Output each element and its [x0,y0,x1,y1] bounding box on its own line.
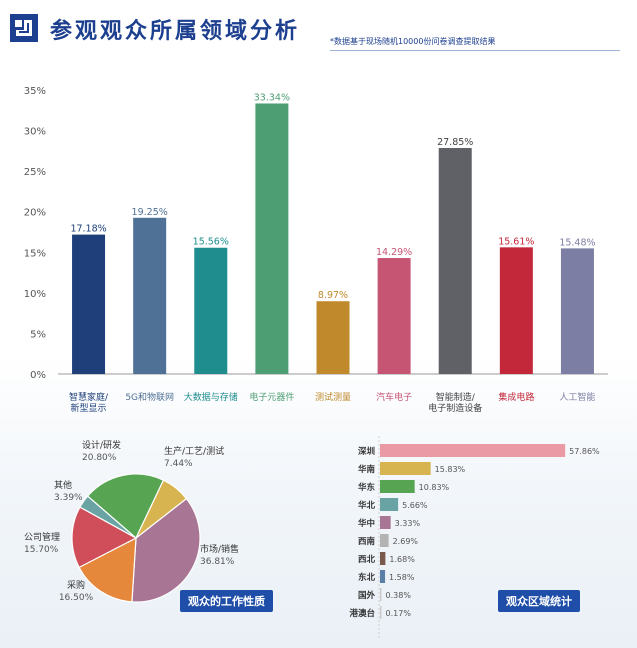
region-value-label: 57.86% [569,447,600,456]
pie-slice-name: 市场/销售 [200,543,239,555]
x-tick-label: 人工智能 [559,391,595,403]
bar [133,217,167,374]
y-tick-label: 25% [24,167,46,178]
pie-slice-name: 生产/工艺/测试 [164,445,224,457]
region-bar [380,606,382,619]
pie-slice [78,536,137,603]
pie-slice-name: 公司管理 [24,531,60,543]
bar-value-label: 15.56% [193,237,229,248]
region-bar [380,480,415,493]
region-value-label: 0.38% [386,591,412,600]
region-bar [380,498,399,511]
header-divider [330,50,620,51]
region-label: 港澳台 [349,608,375,619]
y-tick-label: 35% [24,86,46,97]
region-value-label: 0.17% [386,609,412,618]
pie-slice-name: 采购 [67,579,85,591]
region-label: 华南 [358,464,376,475]
region-label: 华北 [358,500,376,511]
y-tick-label: 5% [30,329,46,340]
region-value-label: 1.68% [389,555,415,564]
x-tick-label: 智慧家庭/ [69,391,109,403]
x-tick-label: 新型显示 [71,402,107,414]
x-tick-label: 集成电路 [498,391,534,403]
x-tick-label: 5G和物联网 [125,391,174,403]
y-tick-label: 20% [24,208,46,219]
bar-value-label: 15.48% [559,237,595,248]
bar-value-label: 17.18% [70,224,106,235]
region-bar [380,516,391,529]
pie-slice [135,479,188,539]
region-label: 东北 [358,572,376,583]
bar [72,234,106,374]
pie-slice [71,506,138,569]
y-tick-label: 15% [24,248,46,259]
pie-slice [86,473,165,539]
y-tick-label: 10% [24,289,46,300]
bar-value-label: 8.97% [318,290,348,301]
work-nature-tag: 观众的工作性质 [180,590,273,612]
region-value-label: 2.69% [393,537,419,546]
region-label: 深圳 [358,446,375,457]
region-label: 华东 [358,482,376,493]
region-bar [380,444,566,457]
data-source-note: *数据基于现场随机10000份问卷调查提取结果 [330,37,496,46]
bar-value-label: 27.85% [437,137,473,148]
region-bar [380,552,386,565]
region-tag: 观众区域统计 [498,590,580,612]
pie-slice-value: 20.80% [82,453,117,463]
region-value-label: 1.58% [389,573,415,582]
x-tick-label: 测试测量 [315,391,351,403]
region-bar [380,534,389,547]
region-bar-chart: 深圳 57.86% 华南 15.83% 华东 10.83% 华北 5.66% 华中 3.33% 西南… [349,436,600,640]
work-nature-pie-chart: 市场/销售 36.81% 采购 16.50% 公司管理 15.70% 其他 3.39% 设计/研… [24,439,239,603]
pie-slice-value: 3.39% [54,493,83,503]
bar-value-label: 15.61% [498,236,534,247]
pie-slice-name: 设计/研发 [82,439,121,451]
region-label: 国外 [358,590,376,601]
x-tick-label: 大数据与存储 [184,391,238,403]
pie-slice [131,497,201,603]
region-value-label: 5.66% [402,501,428,510]
bar [438,148,472,374]
bar [560,248,594,374]
region-value-label: 3.33% [395,519,421,528]
bar-value-label: 14.29% [376,247,412,258]
region-label: 西南 [358,536,376,547]
region-bar [380,570,386,583]
region-bar [380,588,382,601]
bar [316,301,350,374]
x-tick-label: 智能制造/ [436,391,476,403]
pie-slice-value: 7.44% [164,459,193,469]
pie-slice-value: 15.70% [24,545,59,555]
y-tick-label: 30% [24,127,46,138]
page-title: 参观观众所属领域分析 [50,19,301,44]
header: 参观观众所属领域分析 *数据基于现场随机10000份问卷调查提取结果 [0,0,637,52]
bar [499,247,533,374]
y-tick-label: 0% [30,370,46,381]
bar [255,103,289,374]
x-tick-label: 电子元器件 [249,391,294,403]
pie-slice-value: 16.50% [59,593,94,603]
bar [194,247,228,374]
region-label: 西北 [358,554,376,565]
bar [377,258,411,374]
x-tick-label: 汽车电子 [376,391,412,403]
field-bar-chart: 0% 5% 10% 15% 20% 25% 30% 35% 17.18% 智慧家庭/新型显示 19.… [24,86,608,414]
brand-logo-icon [10,14,38,42]
bar-value-label: 19.25% [132,207,168,218]
bar-value-label: 33.34% [254,92,290,103]
region-value-label: 10.83% [419,483,450,492]
x-tick-label: 电子制造设备 [428,402,482,414]
region-value-label: 15.83% [435,465,466,474]
pie-slice-value: 36.81% [200,557,235,567]
region-label: 华中 [358,518,375,529]
pie-slice-name: 其他 [54,479,72,491]
region-bar [380,462,431,475]
